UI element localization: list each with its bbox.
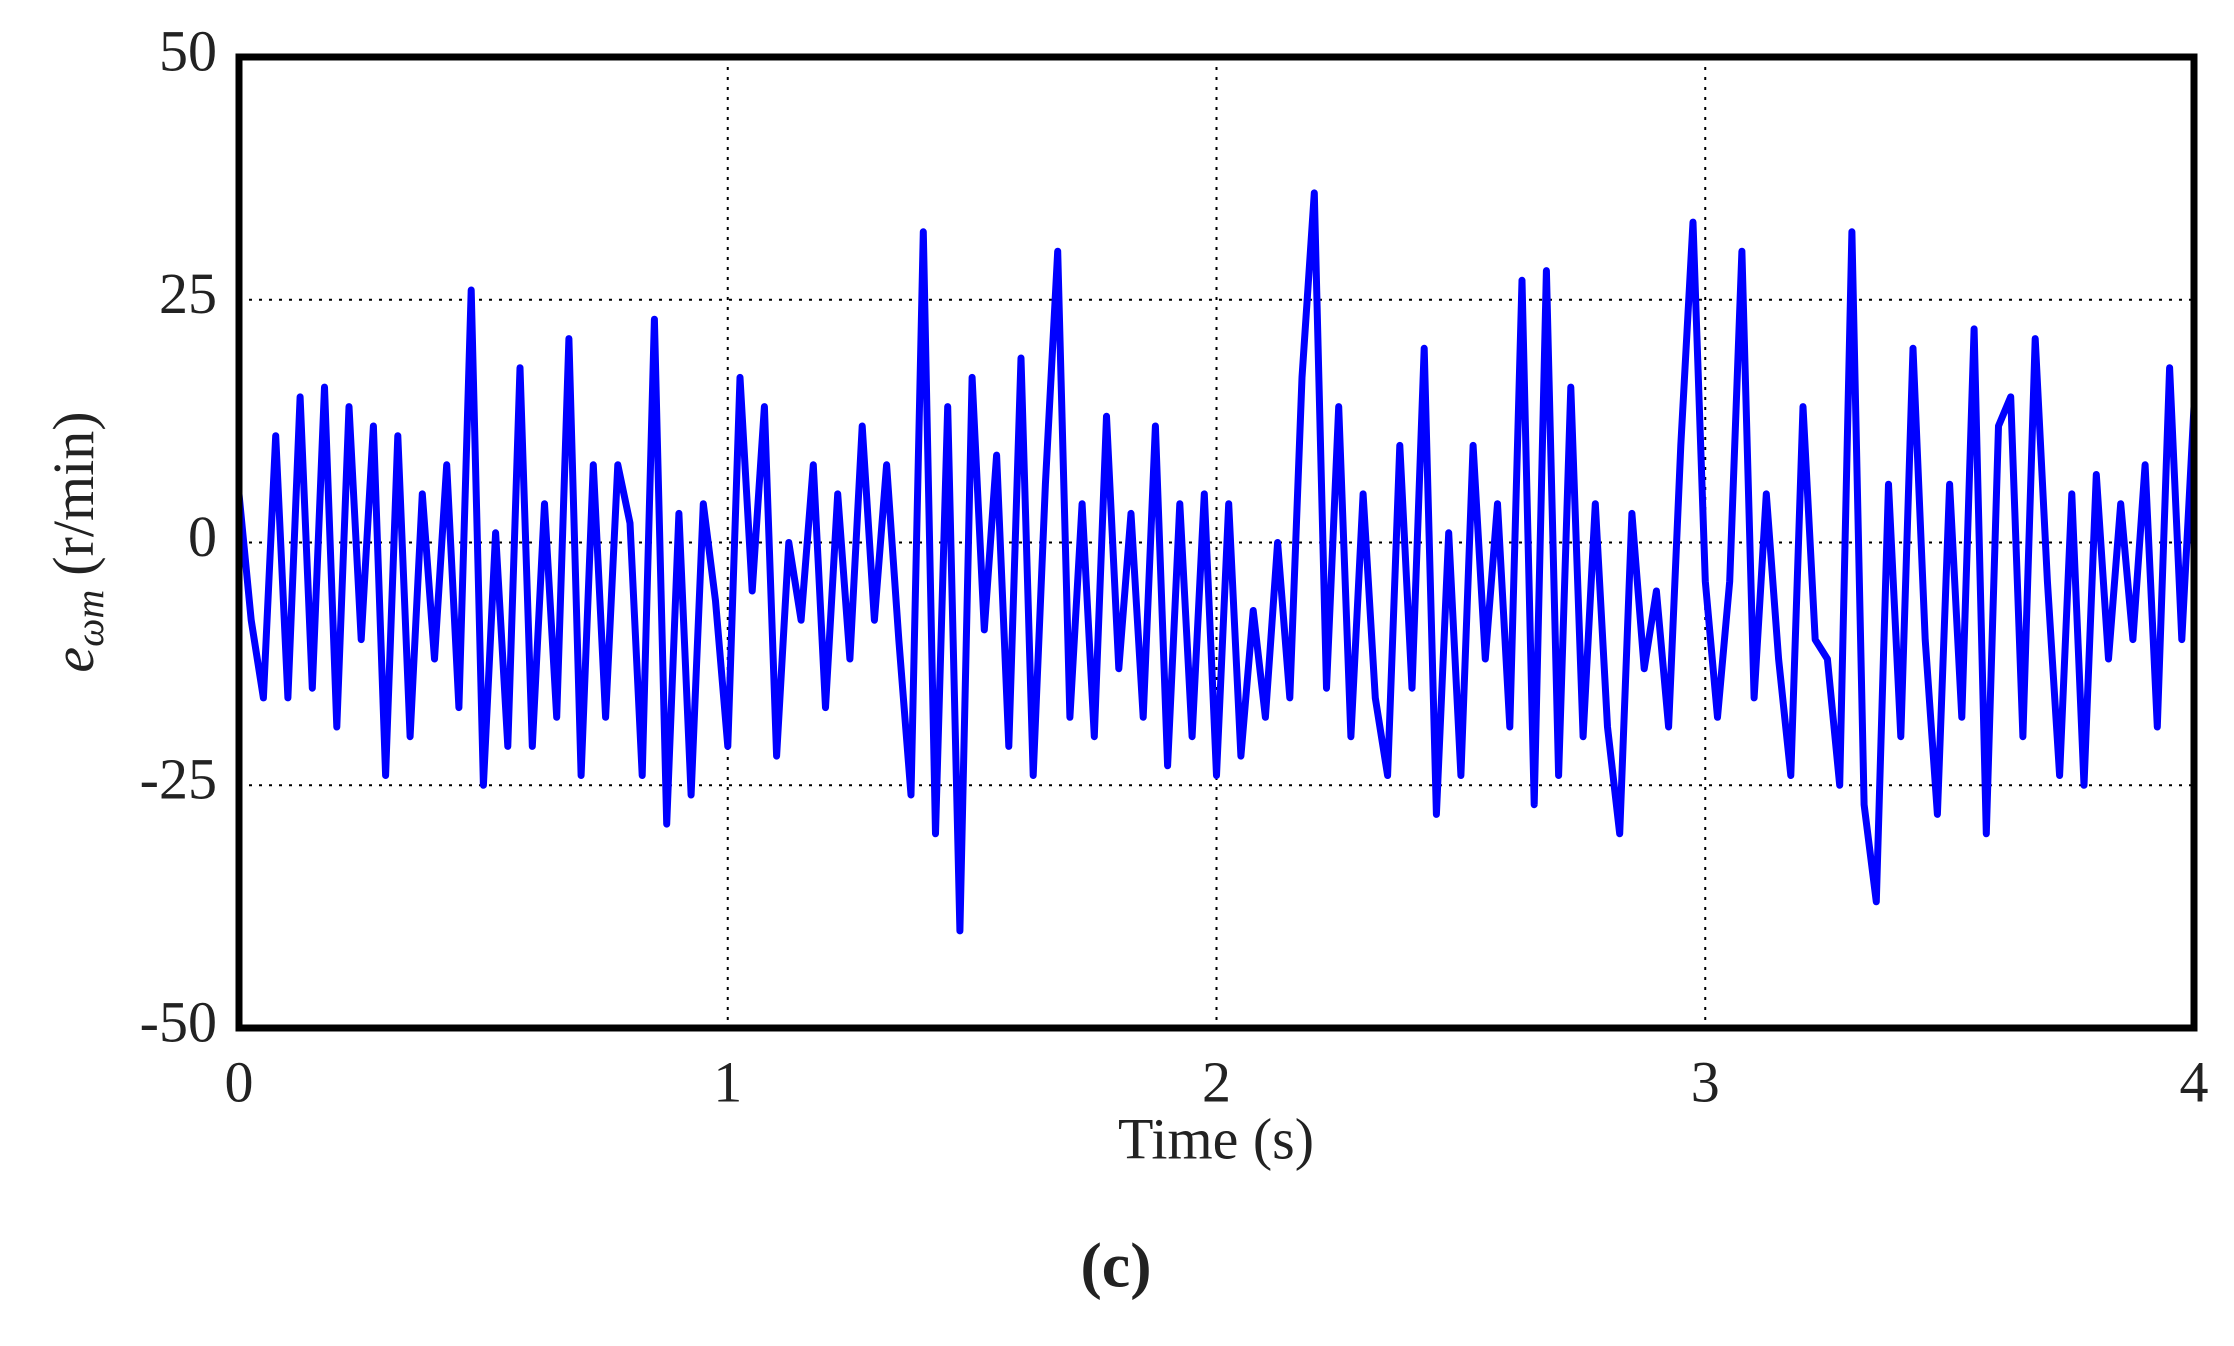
x-tick-label: 2 [1202, 1049, 1231, 1114]
x-tick-label: 0 [225, 1049, 254, 1114]
x-tick-label: 4 [2180, 1049, 2209, 1114]
y-axis-label: eωm (r/min) [41, 411, 112, 672]
x-tick-label: 3 [1691, 1049, 1720, 1114]
y-axis-label-text: eωm (r/min) [41, 411, 112, 672]
y-label-unit: (r/min) [41, 411, 106, 575]
x-axis-label: Time (s) [1118, 1106, 1314, 1171]
y-tick-label: 25 [159, 261, 217, 326]
y-tick-label: 50 [159, 18, 217, 83]
plot-frame [235, 53, 2198, 1032]
y-tick-label: 0 [188, 504, 217, 569]
data-line [235, 189, 2198, 935]
y-label-subscript: ωm [67, 590, 112, 647]
y-tick-label: -50 [140, 989, 217, 1054]
y-tick-label: -25 [140, 747, 217, 812]
y-label-symbol: e [41, 647, 106, 673]
x-tick-label: 1 [713, 1049, 742, 1114]
caption: (c) [1080, 1230, 1151, 1301]
